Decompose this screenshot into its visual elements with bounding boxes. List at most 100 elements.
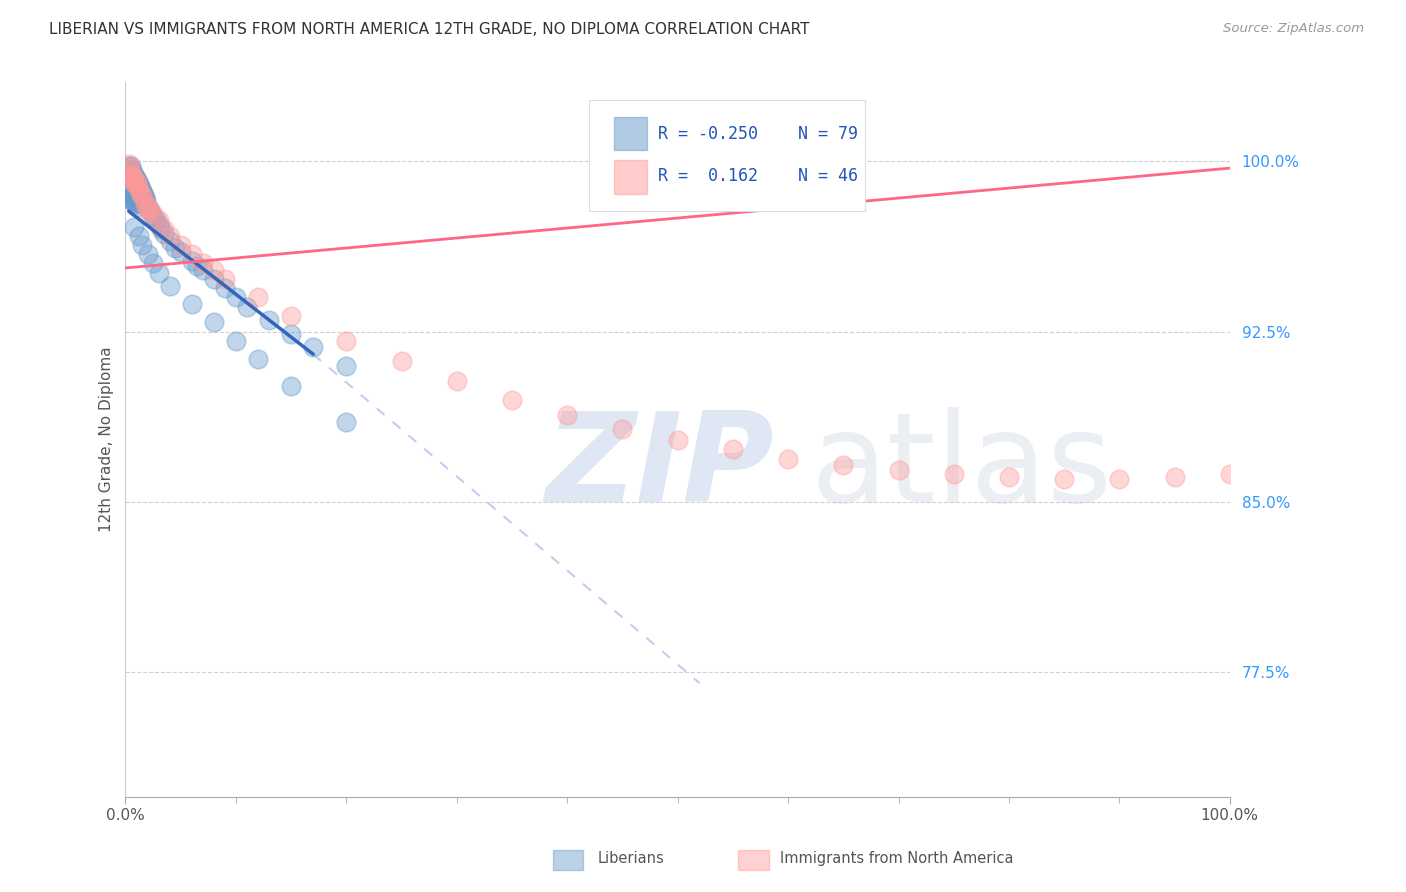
Point [391,354,413,368]
Point [180,297,202,311]
Point [120,166,142,180]
Text: Source: ZipAtlas.com: Source: ZipAtlas.com [1223,22,1364,36]
Point [127,184,149,198]
Point [149,222,172,236]
Point [159,234,181,248]
Point [128,186,150,200]
Point [128,179,150,194]
Y-axis label: 12th Grade, No Diploma: 12th Grade, No Diploma [100,346,114,533]
Point [148,213,170,227]
Text: atlas: atlas [810,408,1112,528]
Point [128,195,150,210]
Point [142,209,165,223]
Point [148,266,170,280]
Point [124,195,146,210]
Point [121,175,143,189]
Point [998,469,1021,483]
Point [132,186,155,200]
Point [159,279,181,293]
Point [335,415,357,429]
Point [202,272,225,286]
Text: LIBERIAN VS IMMIGRANTS FROM NORTH AMERICA 12TH GRADE, NO DIPLOMA CORRELATION CHA: LIBERIAN VS IMMIGRANTS FROM NORTH AMERIC… [49,22,810,37]
Point [246,290,269,304]
Point [118,166,141,180]
Point [145,213,167,227]
Point [153,227,176,241]
Point [666,434,689,448]
Point [128,186,150,200]
Point [135,193,157,207]
Point [246,351,269,366]
Point [131,238,153,252]
Point [139,204,162,219]
Point [124,188,146,202]
Point [118,188,141,202]
Point [148,218,170,232]
Point [129,191,152,205]
Point [124,197,146,211]
Point [128,229,150,244]
Point [134,197,156,211]
Point [225,290,247,304]
FancyBboxPatch shape [613,117,647,151]
Point [132,195,155,210]
Point [118,161,141,175]
Point [120,170,142,185]
Point [186,259,208,273]
Point [555,409,578,423]
Point [139,202,162,216]
Point [1053,472,1076,486]
Point [225,334,247,348]
Point [124,172,146,186]
Point [302,340,325,354]
FancyBboxPatch shape [589,100,865,211]
Point [280,326,302,341]
Point [122,184,145,198]
Point [118,159,141,173]
Point [120,193,142,207]
Point [122,175,145,189]
Point [335,334,357,348]
Point [129,181,152,195]
Point [122,175,145,189]
Point [887,463,910,477]
Point [120,159,142,173]
Point [124,220,146,235]
Text: Liberians: Liberians [598,851,664,865]
Point [142,206,165,220]
Point [127,179,149,194]
Point [1108,472,1130,486]
Point [335,359,357,373]
Text: Immigrants from North America: Immigrants from North America [780,851,1014,865]
Point [170,238,193,252]
Text: ZIP: ZIP [546,408,773,528]
Point [128,181,150,195]
Point [125,200,148,214]
Point [142,256,165,270]
Point [124,186,146,200]
Point [446,375,468,389]
Point [165,241,187,255]
Point [612,422,634,436]
Point [128,177,150,191]
Point [134,188,156,202]
Point [832,458,855,473]
Point [136,200,159,214]
Point [202,315,225,329]
Point [778,451,800,466]
Point [124,177,146,191]
Point [136,204,159,219]
Point [942,467,965,482]
Point [134,191,156,205]
Point [501,392,523,407]
Point [191,256,214,270]
Point [128,197,150,211]
Point [124,179,146,194]
Point [131,188,153,202]
FancyBboxPatch shape [613,160,647,194]
Point [124,170,146,185]
Point [118,170,141,185]
Point [236,300,259,314]
Point [191,263,214,277]
Point [125,175,148,189]
